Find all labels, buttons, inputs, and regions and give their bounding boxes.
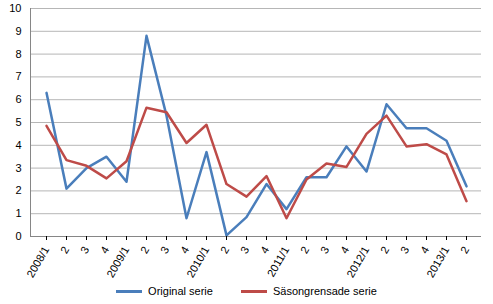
svg-text:9: 9 (15, 25, 21, 37)
svg-text:2011/1: 2011/1 (264, 244, 291, 278)
svg-text:3: 3 (238, 244, 251, 255)
svg-text:2: 2 (58, 244, 71, 255)
html-text:Säsongrensade serie: Säsongrensade serie (272, 285, 377, 297)
html-text:Original serie: Original serie (148, 285, 213, 297)
svg-text:1: 1 (15, 207, 21, 219)
svg-text:4: 4 (15, 139, 21, 151)
svg-text:4: 4 (418, 244, 431, 255)
svg-text:2: 2 (458, 244, 471, 255)
svg-text:2: 2 (378, 244, 391, 255)
svg-text:2: 2 (15, 184, 21, 196)
svg-text:6: 6 (15, 93, 21, 105)
svg-text:3: 3 (158, 244, 171, 255)
svg-text:3: 3 (78, 244, 91, 255)
svg-text:7: 7 (15, 70, 21, 82)
svg-text:2: 2 (138, 244, 151, 255)
svg-text:8: 8 (15, 48, 21, 60)
svg-text:2008/1: 2008/1 (24, 244, 51, 279)
svg-text:3: 3 (398, 244, 411, 255)
svg-text:2009/1: 2009/1 (104, 244, 131, 279)
svg-text:3: 3 (318, 244, 331, 255)
svg-text:3: 3 (15, 162, 21, 174)
svg-text:2012/1: 2012/1 (344, 244, 371, 279)
svg-text:2013/1: 2013/1 (424, 244, 451, 279)
svg-text:4: 4 (258, 244, 271, 255)
svg-text:4: 4 (98, 244, 111, 255)
svg-text:4: 4 (338, 244, 351, 255)
svg-text:2: 2 (298, 244, 311, 255)
svg-text:4: 4 (178, 244, 191, 255)
svg-text:0: 0 (15, 230, 21, 242)
svg-text:10: 10 (9, 2, 21, 14)
svg-text:2: 2 (218, 244, 231, 255)
svg-text:5: 5 (15, 116, 21, 128)
svg-text:2010/1: 2010/1 (184, 244, 211, 279)
